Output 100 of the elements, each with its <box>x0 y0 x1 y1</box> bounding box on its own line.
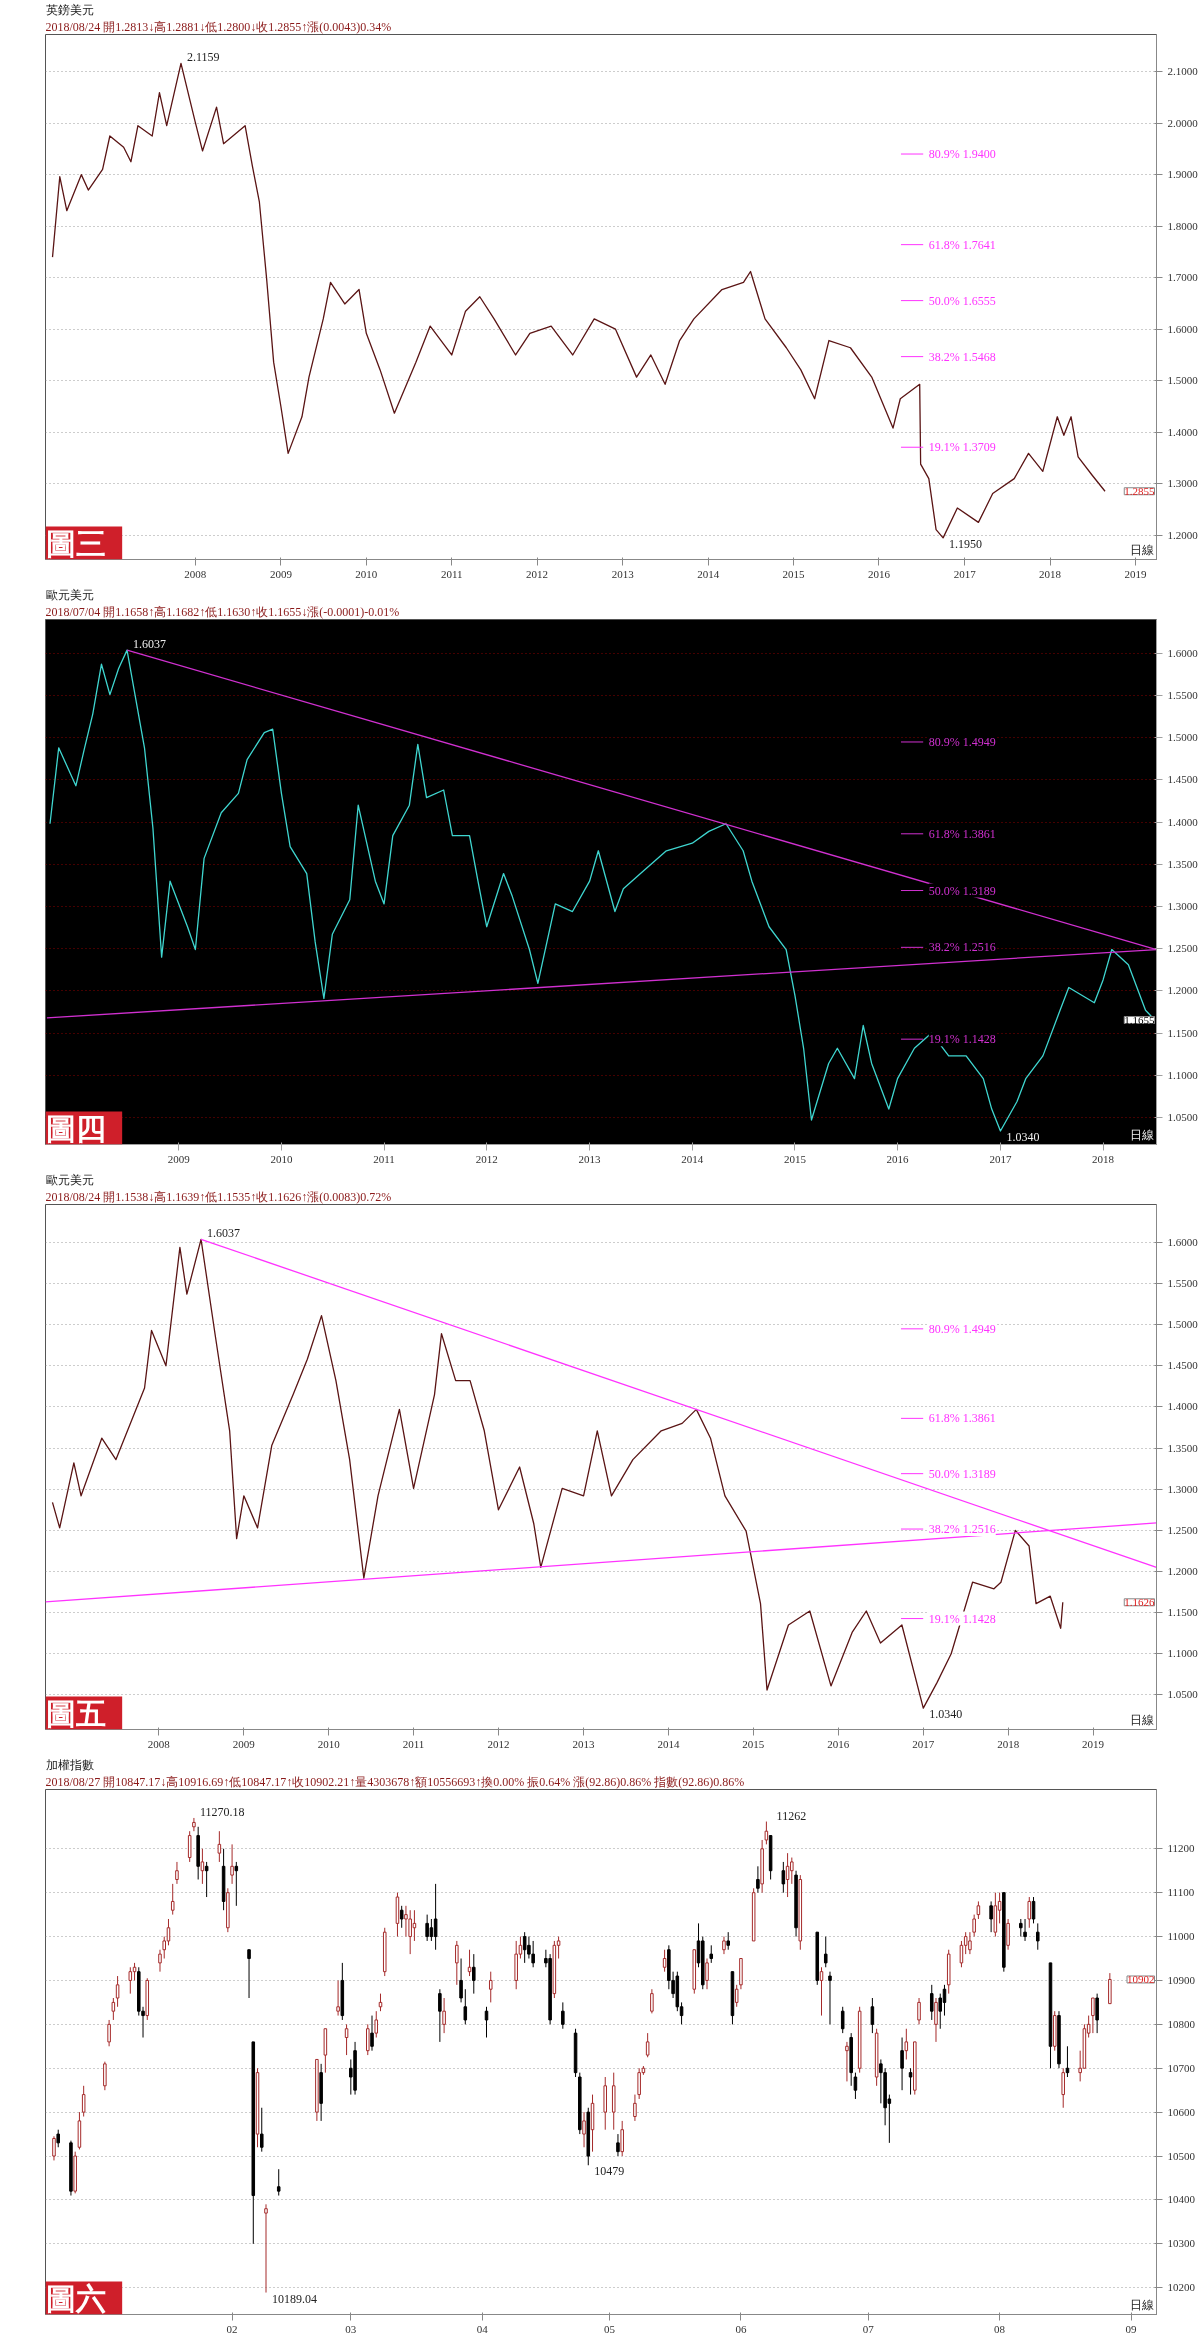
x-tick-label: 03 <box>345 2322 357 2335</box>
x-tick-label: 2019 <box>1124 567 1147 580</box>
x-tick-label: 05 <box>603 2322 616 2335</box>
x-tick-label: 2016 <box>827 1737 850 1750</box>
x-tick-label: 2008 <box>147 1737 171 1750</box>
y-tick-label: 1.3000 <box>1167 477 1199 490</box>
y-tick-label: 1.2000 <box>1167 528 1199 541</box>
ref-line-label: 80.9% 1.4949 <box>928 734 996 749</box>
annotation: 10902 <box>1127 1972 1155 1985</box>
y-tick-label: 1.6000 <box>1167 646 1199 659</box>
y-tick-label: 1.2500 <box>1167 942 1199 955</box>
y-tick-label: 10200 <box>1167 2281 1196 2294</box>
x-tick-label: 2016 <box>886 1152 910 1165</box>
ref-line-label: 80.9% 1.9400 <box>928 147 996 162</box>
ref-line-label: 38.2% 1.2516 <box>928 1522 996 1537</box>
annotation: 11262 <box>776 1808 807 1823</box>
annotation: 1.0340 <box>929 1707 963 1722</box>
x-tick-label: 2014 <box>697 567 720 580</box>
annotation: 1.6037 <box>133 637 167 652</box>
annotation: 日線 <box>1129 2297 1154 2312</box>
ref-line-label: 19.1% 1.3709 <box>928 440 996 455</box>
ref-line-label: 19.1% 1.1428 <box>928 1032 996 1047</box>
y-tick-label: 1.0500 <box>1167 1688 1199 1701</box>
annotation: 日線 <box>1129 1127 1154 1142</box>
annotation: 1.2855 <box>1124 484 1155 497</box>
chart-subtitle: 2018/08/24 開1.2813↓高1.2881↓低1.2800↓收1.2855↑漲(0.0043)0.34% <box>45 19 392 34</box>
ref-line-label: 50.0% 1.3189 <box>928 883 996 898</box>
x-tick-label: 08 <box>994 2322 1006 2335</box>
chart-subtitle: 2018/07/04 開1.1658↑高1.1682↑低1.1630↑收1.1655↓漲(-0.0001)-0.01% <box>45 604 400 619</box>
x-tick-label: 2010 <box>317 1737 341 1750</box>
x-tick-label: 2009 <box>269 567 293 580</box>
y-tick-label: 1.5000 <box>1167 1318 1199 1331</box>
chart-title: 加權指數 <box>45 1757 94 1772</box>
ref-line-label: 61.8% 1.3861 <box>928 1411 996 1426</box>
y-tick-label: 2.1000 <box>1167 65 1199 78</box>
x-tick-label: 2018 <box>1039 567 1062 580</box>
y-tick-label: 1.7000 <box>1167 271 1199 284</box>
y-tick-label: 1.4000 <box>1167 815 1199 828</box>
y-tick-label: 1.4000 <box>1167 1400 1199 1413</box>
x-tick-label: 2011 <box>373 1152 395 1165</box>
y-tick-label: 1.3500 <box>1167 1441 1199 1454</box>
annotation: 圖三 <box>45 526 106 560</box>
annotation: 1.1950 <box>949 536 983 551</box>
y-tick-label: 1.4500 <box>1167 773 1199 786</box>
annotation: 1.1626 <box>1124 1595 1155 1608</box>
x-tick-label: 2012 <box>526 567 549 580</box>
x-tick-label: 2016 <box>867 567 891 580</box>
y-tick-label: 1.1500 <box>1167 1606 1199 1619</box>
x-tick-label: 09 <box>1125 2322 1138 2335</box>
ref-line-label: 50.0% 1.3189 <box>928 1466 996 1481</box>
y-tick-label: 10900 <box>1167 1973 1196 1986</box>
ref-line-label: 61.8% 1.3861 <box>928 826 996 841</box>
chart-title: 歐元美元 <box>45 1172 94 1187</box>
chart-subtitle: 2018/08/27 開10847.17↓高10916.69↑低10847.17↑收10902.21↑量4303678↑額10556693↑換0.00% 振0.64% 漲(92.86)0.86% 指數(92.86)0.86% <box>45 1774 745 1789</box>
ref-line-label: 80.9% 1.4949 <box>928 1321 996 1336</box>
annotation: 10189.04 <box>272 2291 317 2306</box>
annotation: 1.1655 <box>1124 1013 1155 1026</box>
annotation: 11270.18 <box>199 1804 245 1819</box>
x-tick-label: 2009 <box>232 1737 256 1750</box>
x-tick-label: 04 <box>476 2322 489 2335</box>
x-tick-label: 2009 <box>167 1152 191 1165</box>
x-tick-label: 2011 <box>440 567 463 580</box>
x-tick-label: 07 <box>862 2322 875 2335</box>
annotation: 圖五 <box>45 1696 106 1730</box>
ref-line-label: 38.2% 1.2516 <box>928 940 996 955</box>
y-tick-label: 1.4000 <box>1167 425 1199 438</box>
y-tick-label: 1.5000 <box>1167 731 1199 744</box>
x-tick-label: 2017 <box>989 1152 1012 1165</box>
y-tick-label: 1.6000 <box>1167 322 1199 335</box>
x-tick-label: 2010 <box>355 567 378 580</box>
x-tick-label: 2013 <box>611 567 635 580</box>
x-tick-label: 06 <box>735 2322 747 2335</box>
y-tick-label: 1.3500 <box>1167 857 1199 870</box>
chart-title: 英鎊美元 <box>45 2 94 17</box>
x-tick-label: 2014 <box>657 1737 680 1750</box>
y-tick-label: 10300 <box>1167 2237 1196 2250</box>
x-tick-label: 2018 <box>1092 1152 1115 1165</box>
ref-line-label: 61.8% 1.7641 <box>928 237 996 252</box>
y-tick-label: 1.2000 <box>1167 984 1199 997</box>
annotation: 10479 <box>594 2164 625 2179</box>
y-tick-label: 10700 <box>1167 2061 1196 2074</box>
y-tick-label: 1.9000 <box>1167 168 1199 181</box>
x-tick-label: 2013 <box>578 1152 602 1165</box>
y-tick-label: 1.5500 <box>1167 688 1199 701</box>
y-tick-label: 11200 <box>1167 1842 1196 1855</box>
y-tick-label: 1.6000 <box>1167 1235 1199 1248</box>
x-tick-label: 2010 <box>270 1152 293 1165</box>
annotation: 日線 <box>1129 542 1154 557</box>
ref-line-label: 38.2% 1.5468 <box>928 349 996 364</box>
x-tick-label: 2017 <box>953 567 977 580</box>
annotation: 日線 <box>1129 1712 1154 1727</box>
x-tick-label: 2015 <box>782 567 806 580</box>
ref-line-label: 50.0% 1.6555 <box>928 293 996 308</box>
y-tick-label: 1.1000 <box>1167 1068 1199 1081</box>
x-tick-label: 2015 <box>742 1737 765 1750</box>
x-tick-label: 2017 <box>912 1737 935 1750</box>
chart-subtitle: 2018/08/24 開1.1538↓高1.1639↑低1.1535↑收1.1626↑漲(0.0083)0.72% <box>45 1189 392 1204</box>
x-tick-label: 2011 <box>402 1737 425 1750</box>
y-tick-label: 1.2500 <box>1167 1523 1199 1536</box>
x-tick-label: 2012 <box>475 1152 498 1165</box>
